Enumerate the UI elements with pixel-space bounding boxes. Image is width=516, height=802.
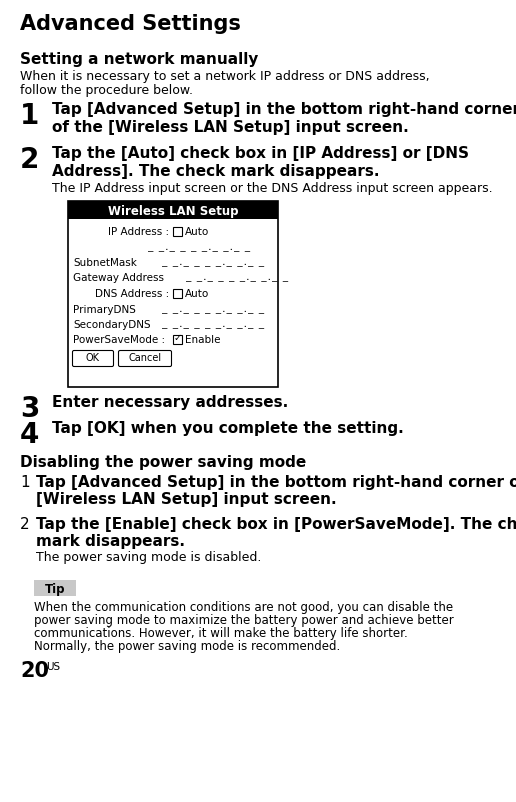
Text: Address]. The check mark disappears.: Address]. The check mark disappears. [52,164,379,179]
FancyBboxPatch shape [119,350,171,367]
Text: 1: 1 [20,102,39,130]
Text: When the communication conditions are not good, you can disable the: When the communication conditions are no… [34,601,453,614]
Text: PowerSaveMode :: PowerSaveMode : [73,335,165,345]
Text: Cancel: Cancel [128,353,162,363]
Text: Auto: Auto [185,227,209,237]
Text: 2: 2 [20,517,29,532]
Text: 1: 1 [20,475,29,490]
Text: The IP Address input screen or the DNS Address input screen appears.: The IP Address input screen or the DNS A… [52,182,493,195]
Text: _ _._ _ _ _._ _._ _: _ _._ _ _ _._ _._ _ [163,305,265,314]
Text: OK: OK [86,353,100,363]
Text: Gateway Address: Gateway Address [73,273,164,283]
Text: Tap the [Enable] check box in [PowerSaveMode]. The check: Tap the [Enable] check box in [PowerSave… [36,517,516,532]
Text: US: US [46,662,60,672]
Bar [34,580,76,596]
Text: Setting a network manually: Setting a network manually [20,52,259,67]
Text: _ _._ _ _ _._ _._ _: _ _._ _ _ _._ _._ _ [148,243,250,252]
Text: 20: 20 [20,661,49,681]
Text: Tip: Tip [45,582,65,596]
Text: Advanced Settings: Advanced Settings [20,14,241,34]
Text: mark disappears.: mark disappears. [36,534,185,549]
Text: Tap [Advanced Setup] in the bottom right-hand corner: Tap [Advanced Setup] in the bottom right… [52,102,516,117]
Text: [Wireless LAN Setup] input screen.: [Wireless LAN Setup] input screen. [36,492,336,507]
Text: 2: 2 [20,146,39,174]
Text: communications. However, it will make the battery life shorter.: communications. However, it will make th… [34,627,408,640]
Text: _ _._ _ _ _._ _._ _: _ _._ _ _ _._ _._ _ [163,320,265,329]
Text: SubnetMask: SubnetMask [73,258,137,268]
Text: Disabling the power saving mode: Disabling the power saving mode [20,455,307,470]
Text: 4: 4 [20,421,39,449]
Text: of the [Wireless LAN Setup] input screen.: of the [Wireless LAN Setup] input screen… [52,120,409,135]
Text: SecondaryDNS: SecondaryDNS [73,320,151,330]
Text: PrimaryDNS: PrimaryDNS [73,305,136,315]
Text: 3: 3 [20,395,39,423]
Text: _ _._ _ _ _._ _._ _: _ _._ _ _ _._ _._ _ [186,273,288,282]
Text: Wireless LAN Setup: Wireless LAN Setup [108,205,238,217]
Bar [68,201,278,219]
Bar [68,201,278,387]
Text: DNS Address :: DNS Address : [94,289,169,299]
Text: Tap [Advanced Setup] in the bottom right-hand corner of the: Tap [Advanced Setup] in the bottom right… [36,475,516,490]
Text: Tap [OK] when you complete the setting.: Tap [OK] when you complete the setting. [52,421,404,436]
Bar [173,227,182,236]
Text: Enable: Enable [185,335,220,345]
Text: When it is necessary to set a network IP address or DNS address,: When it is necessary to set a network IP… [20,70,430,83]
Bar [173,289,182,298]
Text: power saving mode to maximize the battery power and achieve better: power saving mode to maximize the batter… [34,614,454,627]
FancyBboxPatch shape [73,350,114,367]
Text: ✓: ✓ [174,334,182,343]
Text: Enter necessary addresses.: Enter necessary addresses. [52,395,288,410]
Text: IP Address :: IP Address : [108,227,169,237]
Text: Tap the [Auto] check box in [IP Address] or [DNS: Tap the [Auto] check box in [IP Address]… [52,146,469,161]
Text: follow the procedure below.: follow the procedure below. [20,84,193,97]
Text: Auto: Auto [185,289,209,299]
Bar [173,335,182,344]
Text: The power saving mode is disabled.: The power saving mode is disabled. [36,551,262,564]
Text: _ _._ _ _ _._ _._ _: _ _._ _ _ _._ _._ _ [163,258,265,267]
Text: Normally, the power saving mode is recommended.: Normally, the power saving mode is recom… [34,640,340,653]
